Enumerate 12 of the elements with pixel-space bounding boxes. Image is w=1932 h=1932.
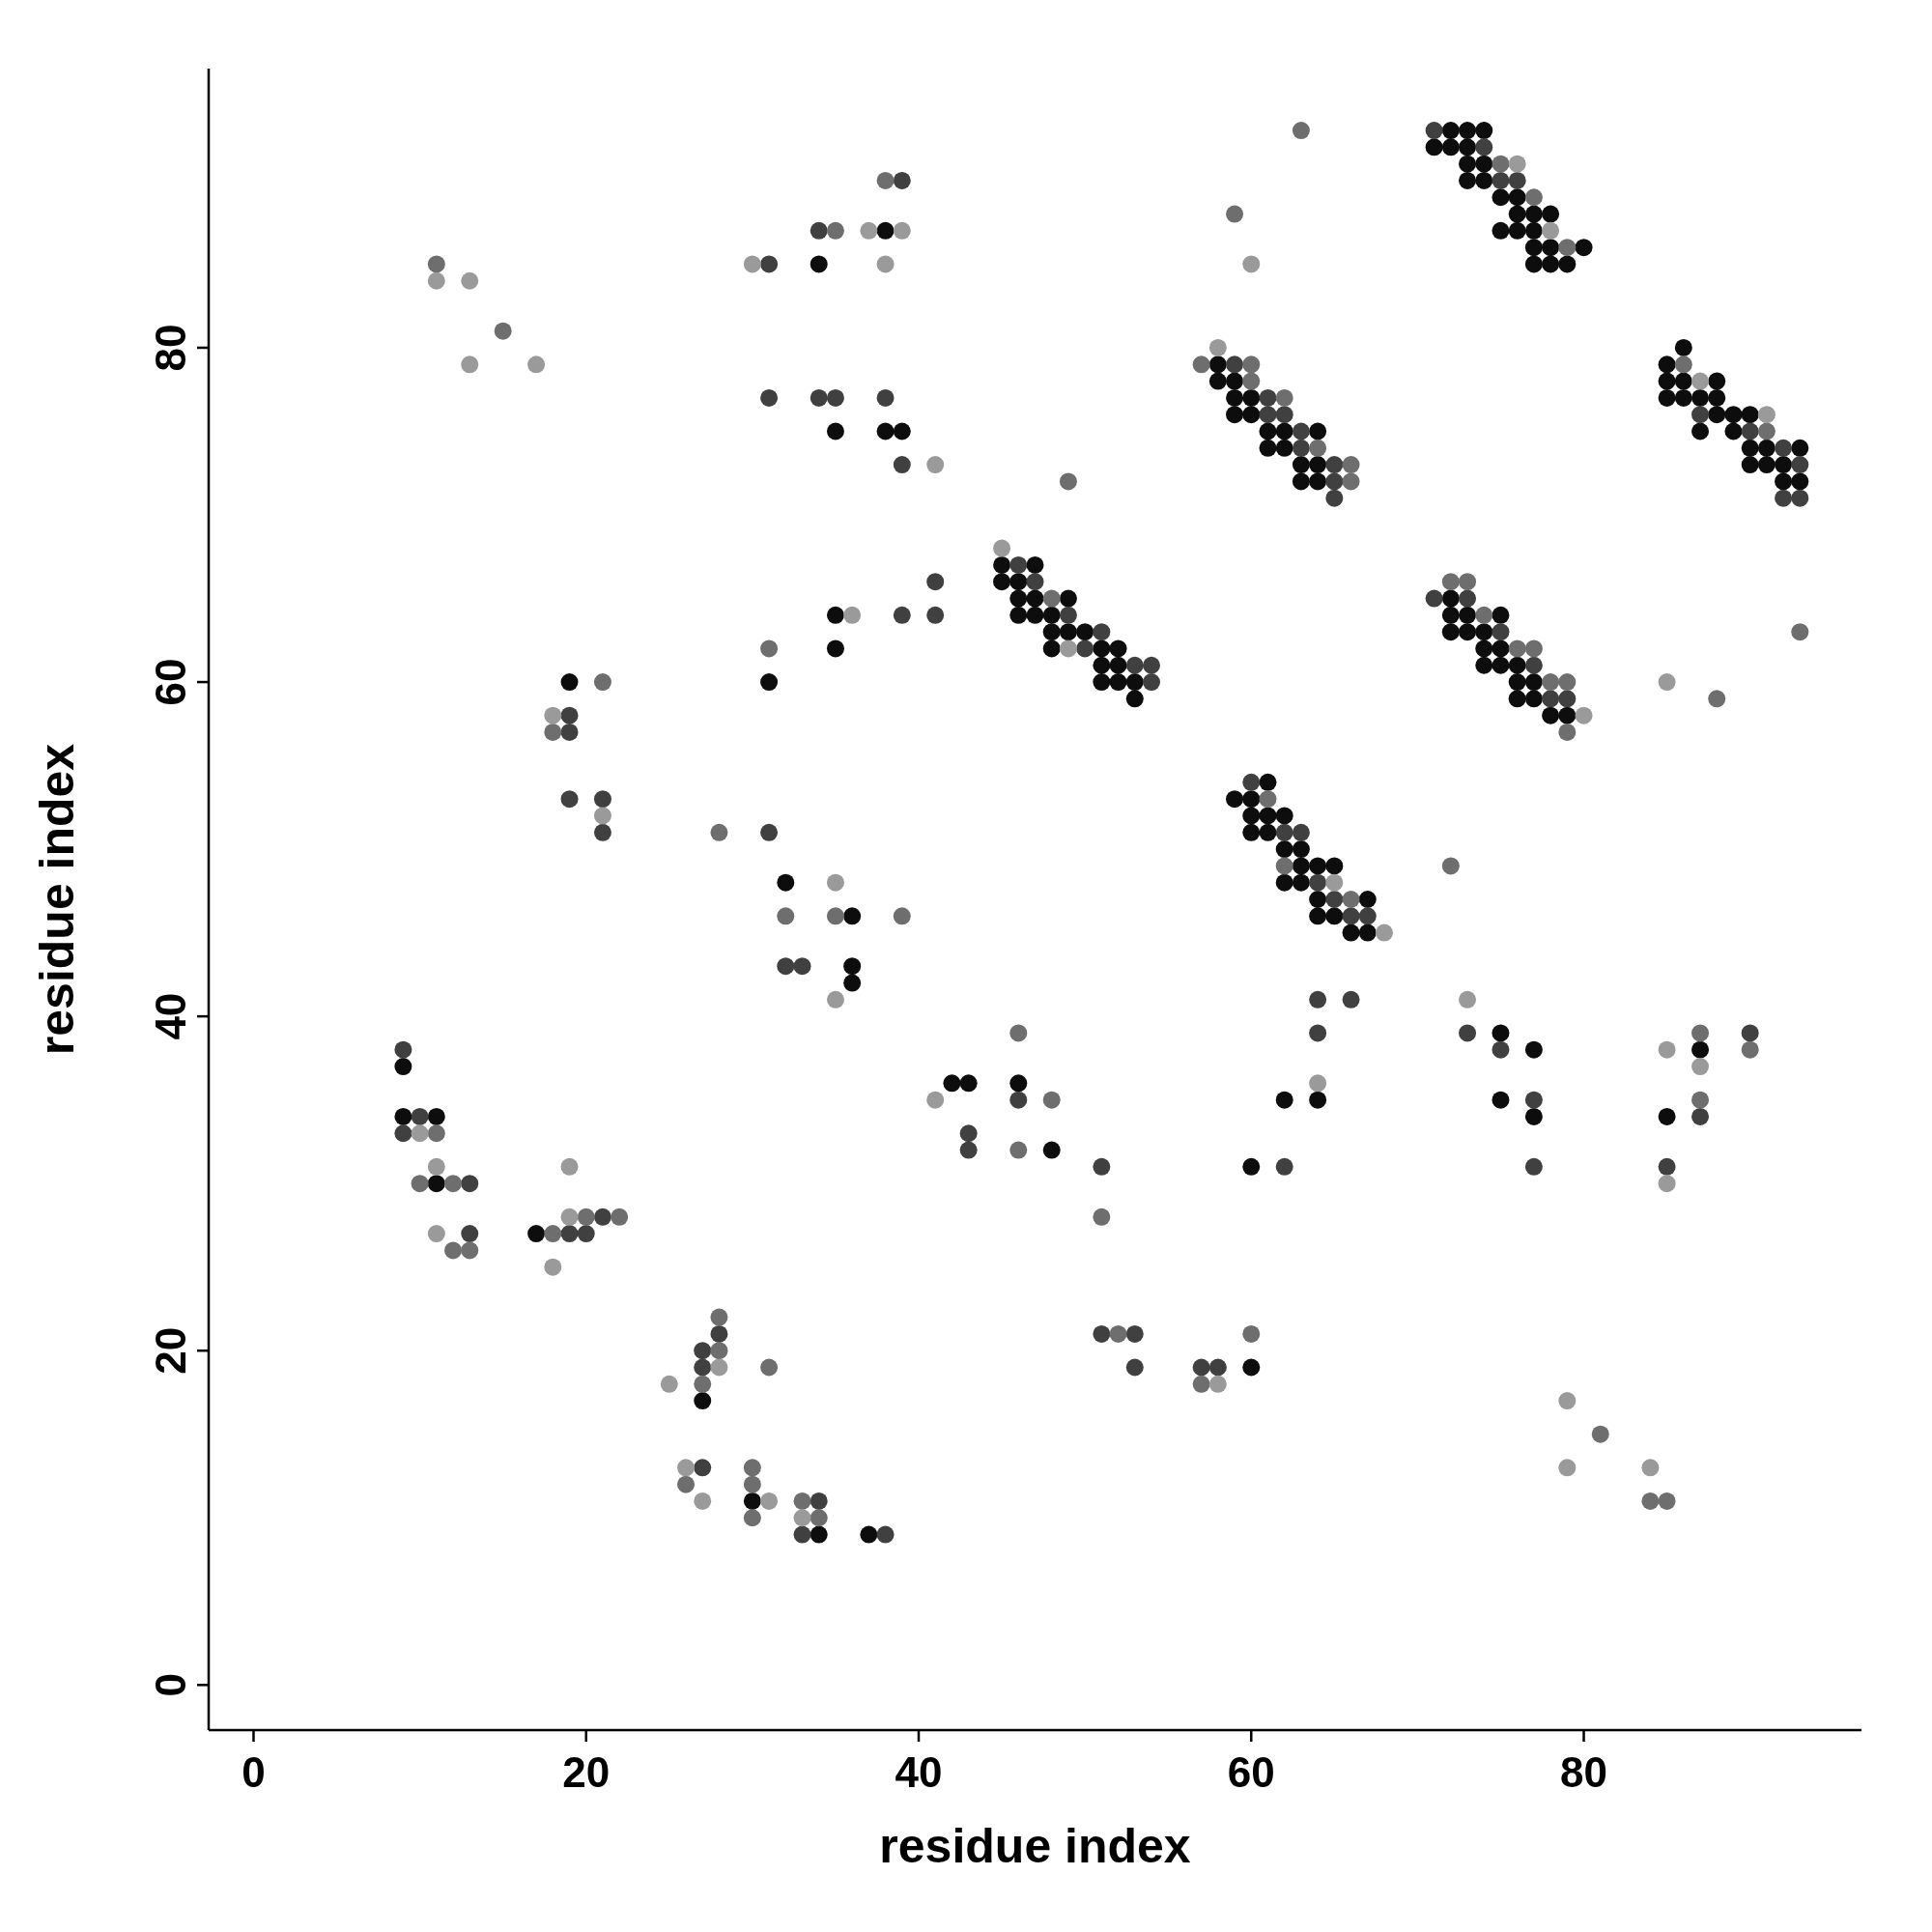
y-tick-label: 80 <box>147 324 194 372</box>
x-tick-label: 40 <box>895 1748 943 1797</box>
x-tick-label: 80 <box>1560 1748 1608 1797</box>
x-tick-label: 20 <box>562 1748 611 1797</box>
y-axis-title: residue index <box>29 743 84 1056</box>
y-tick-label: 20 <box>147 1326 194 1375</box>
x-tick-label: 0 <box>242 1748 266 1797</box>
y-tick-label: 0 <box>147 1673 194 1697</box>
x-axis-title: residue index <box>879 1819 1191 1873</box>
y-tick-label: 40 <box>147 992 194 1040</box>
y-tick-label: 60 <box>147 658 194 706</box>
x-tick-label: 60 <box>1227 1748 1275 1797</box>
